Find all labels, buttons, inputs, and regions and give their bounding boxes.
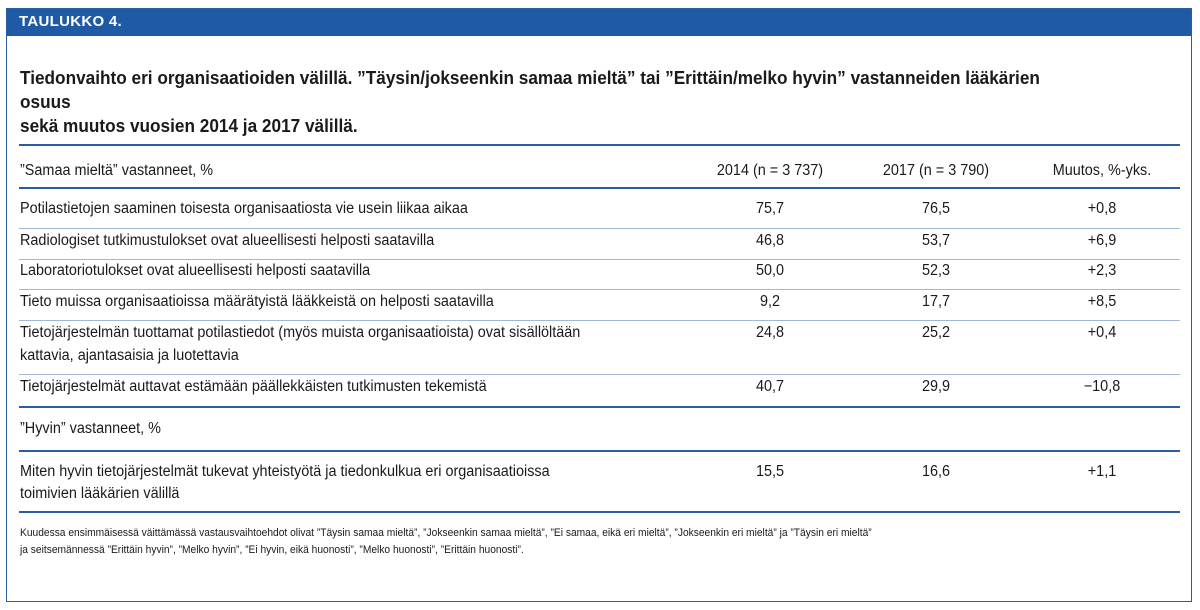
value-2014: 9,2: [759, 293, 781, 310]
value-change: +0,8: [1087, 200, 1117, 217]
value-change: +8,5: [1087, 293, 1117, 310]
row-text: Tieto muissa organisaatioissa määrätyist…: [20, 293, 494, 310]
value-2017: 17,7: [921, 293, 951, 310]
value-2017: 29,9: [921, 378, 951, 395]
table-frame: TAULUKKO 4. Tiedonvaihto eri organisaati…: [6, 8, 1192, 602]
row-text: Potilastietojen saaminen toisesta organi…: [20, 200, 468, 217]
value-2014: 15,5: [755, 463, 785, 480]
rule-bottom: [19, 511, 1180, 513]
row-text: Radiologiset tutkimustulokset ovat aluee…: [20, 232, 435, 249]
header-2017: 2017 (n = 3 790): [882, 162, 990, 179]
row-divider: [19, 259, 1180, 260]
value-2017: 52,3: [921, 262, 951, 279]
rule-top: [19, 144, 1180, 146]
value-change: +6,9: [1087, 232, 1117, 249]
header-2014: 2014 (n = 3 737): [716, 162, 824, 179]
row-text: Tietojärjestelmät auttavat estämään pääl…: [20, 378, 487, 395]
row-divider: [19, 374, 1180, 375]
section2-header: ”Hyvin” vastanneet, %: [20, 420, 162, 437]
row-text-line2: toimivien lääkärien välillä: [20, 485, 180, 502]
value-2017: 53,7: [921, 232, 951, 249]
value-2014: 46,8: [755, 232, 785, 249]
header-section1: ”Samaa mieltä” vastanneet, %: [20, 162, 214, 179]
row-text: Laboratoriotulokset ovat alueellisesti h…: [20, 262, 371, 279]
rule-section2-header: [19, 450, 1180, 452]
header-change: Muutos, %-yks.: [1052, 162, 1152, 179]
value-change: +2,3: [1087, 262, 1117, 279]
value-2017: 16,6: [921, 463, 951, 480]
title-line-2: sekä muutos vuosien 2014 ja 2017 välillä…: [20, 115, 358, 136]
rule-header: [19, 187, 1180, 189]
table-label: TAULUKKO 4.: [19, 13, 123, 30]
rule-section2: [19, 406, 1180, 408]
footnote-line-1: Kuudessa ensimmäisessä väittämässä vasta…: [20, 527, 872, 539]
row-text: Tietojärjestelmän tuottamat potilastiedo…: [20, 324, 581, 341]
value-2014: 75,7: [755, 200, 785, 217]
value-2014: 24,8: [755, 324, 785, 341]
value-change: +0,4: [1087, 324, 1117, 341]
row-divider: [19, 228, 1180, 229]
value-2014: 40,7: [755, 378, 785, 395]
table-title: Tiedonvaihto eri organisaatioiden välill…: [20, 66, 1090, 138]
value-2017: 25,2: [921, 324, 951, 341]
value-2014: 50,0: [755, 262, 785, 279]
value-change: +1,1: [1087, 463, 1117, 480]
row-divider: [19, 289, 1180, 290]
value-2017: 76,5: [921, 200, 951, 217]
table-label-bar: TAULUKKO 4.: [7, 9, 1191, 36]
row-text: Miten hyvin tietojärjestelmät tukevat yh…: [20, 463, 550, 480]
row-text-line2: kattavia, ajantasaisia ja luotettavia: [20, 347, 239, 364]
footnote-line-2: ja seitsemännessä ”Erittäin hyvin”, ”Mel…: [20, 544, 524, 556]
title-line-1: Tiedonvaihto eri organisaatioiden välill…: [20, 67, 1040, 112]
value-change: −10,8: [1083, 378, 1121, 395]
row-divider: [19, 320, 1180, 321]
